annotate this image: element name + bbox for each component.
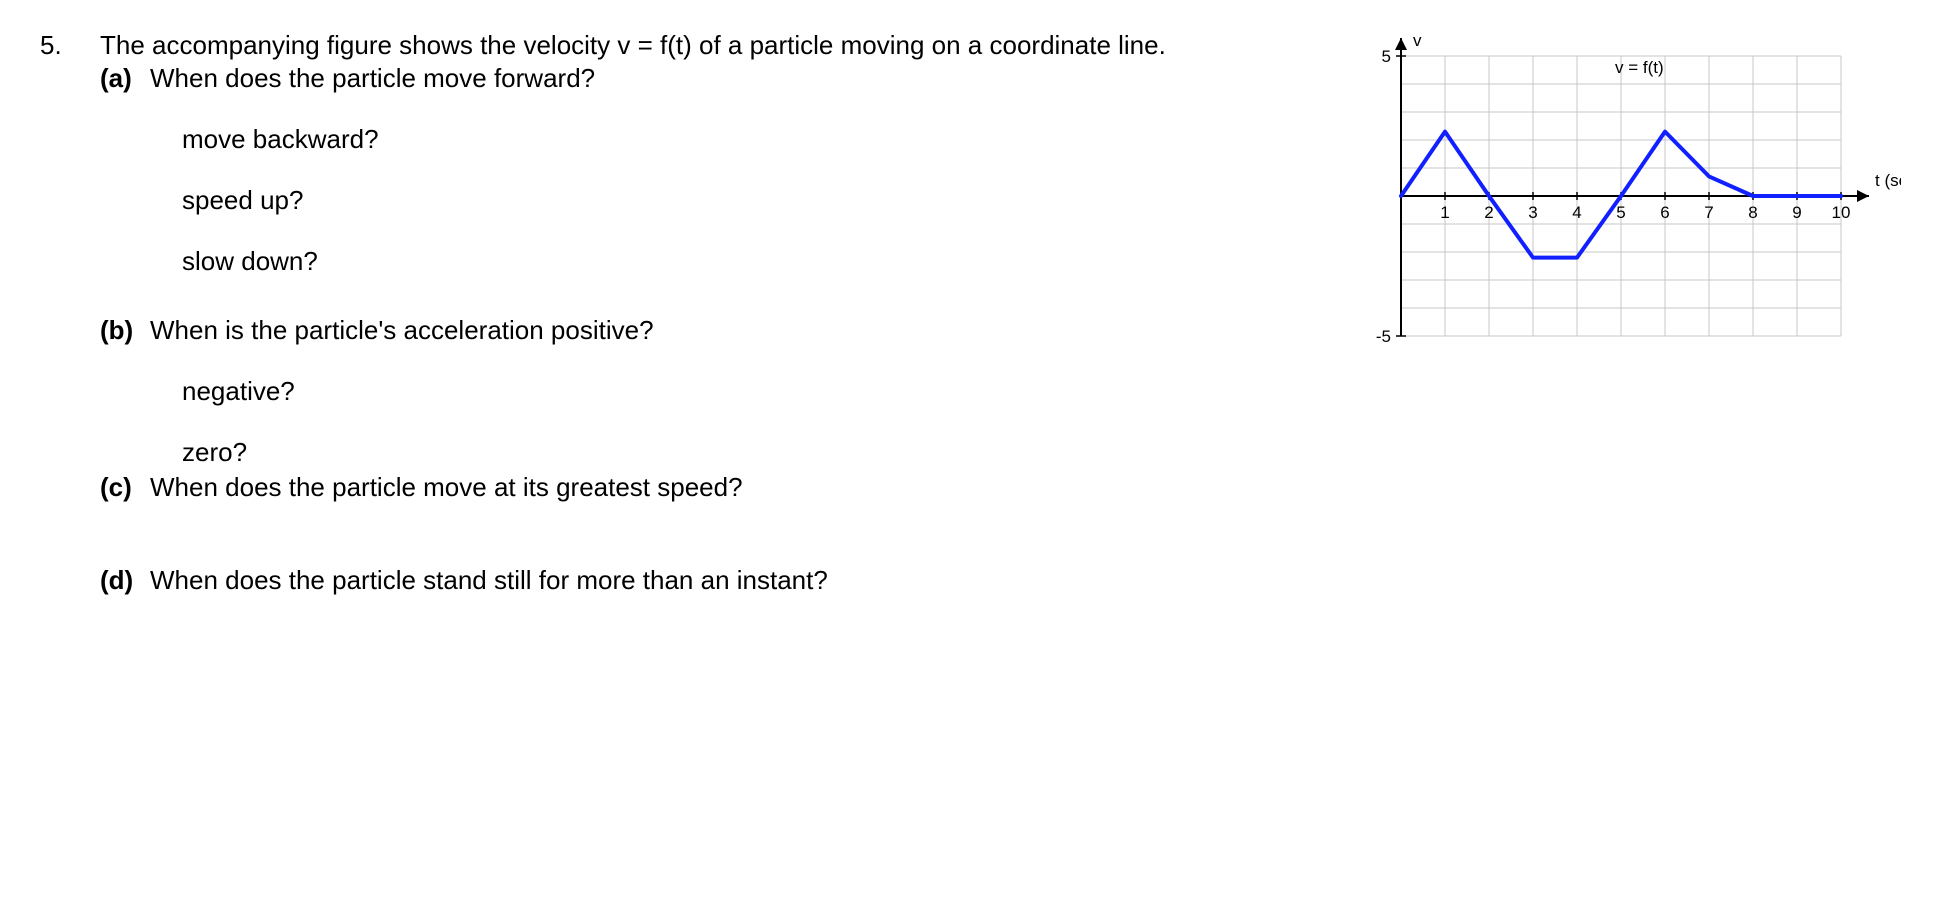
svg-text:v: v xyxy=(1413,36,1422,50)
svg-text:t (sec): t (sec) xyxy=(1875,171,1901,190)
svg-text:5: 5 xyxy=(1616,203,1625,222)
svg-text:-5: -5 xyxy=(1376,327,1391,346)
svg-text:5: 5 xyxy=(1382,47,1391,66)
intro-text: The accompanying figure shows the veloci… xyxy=(100,30,1321,61)
text-column: The accompanying figure shows the veloci… xyxy=(100,30,1341,596)
part-c-label: (c) xyxy=(100,472,150,503)
part-d-question: When does the particle stand still for m… xyxy=(150,565,1321,596)
svg-text:7: 7 xyxy=(1704,203,1713,222)
part-b-question: When is the particle's acceleration posi… xyxy=(150,315,1321,346)
svg-text:10: 10 xyxy=(1832,203,1851,222)
svg-text:2: 2 xyxy=(1484,203,1493,222)
svg-text:4: 4 xyxy=(1572,203,1581,222)
velocity-chart: 1 2 3 4 5 6 7 8 9 10 -5 5 v t (sec) v = f(t) xyxy=(1341,36,1901,356)
svg-text:3: 3 xyxy=(1528,203,1537,222)
part-a-sub-2: slow down? xyxy=(182,246,1321,277)
part-b-sub-1: zero? xyxy=(182,437,1321,468)
part-c-body: When does the particle move at its great… xyxy=(150,472,1321,503)
part-a-question: When does the particle move forward? xyxy=(150,63,1321,94)
part-a-body: When does the particle move forward? mov… xyxy=(150,63,1321,277)
svg-text:1: 1 xyxy=(1440,203,1449,222)
part-a-sub-0: move backward? xyxy=(182,124,1321,155)
part-b-sub-0: negative? xyxy=(182,376,1321,407)
problem: 5. The accompanying figure shows the vel… xyxy=(40,30,1901,596)
svg-text:8: 8 xyxy=(1748,203,1757,222)
svg-text:9: 9 xyxy=(1792,203,1801,222)
part-b-label: (b) xyxy=(100,315,150,346)
part-a: (a) When does the particle move forward?… xyxy=(100,63,1321,277)
part-c-question: When does the particle move at its great… xyxy=(150,472,1321,503)
chart-column: 1 2 3 4 5 6 7 8 9 10 -5 5 v t (sec) v = f(t) xyxy=(1341,36,1901,363)
content: The accompanying figure shows the veloci… xyxy=(100,30,1901,596)
part-a-label: (a) xyxy=(100,63,150,94)
part-b-body: When is the particle's acceleration posi… xyxy=(150,315,1321,468)
part-d-label: (d) xyxy=(100,565,150,596)
problem-number: 5. xyxy=(40,30,100,61)
svg-text:6: 6 xyxy=(1660,203,1669,222)
part-d: (d) When does the particle stand still f… xyxy=(100,565,1321,596)
svg-text:v = f(t): v = f(t) xyxy=(1615,58,1664,77)
part-a-sub-1: speed up? xyxy=(182,185,1321,216)
part-d-body: When does the particle stand still for m… xyxy=(150,565,1321,596)
part-c: (c) When does the particle move at its g… xyxy=(100,472,1321,503)
part-b: (b) When is the particle's acceleration … xyxy=(100,315,1321,468)
